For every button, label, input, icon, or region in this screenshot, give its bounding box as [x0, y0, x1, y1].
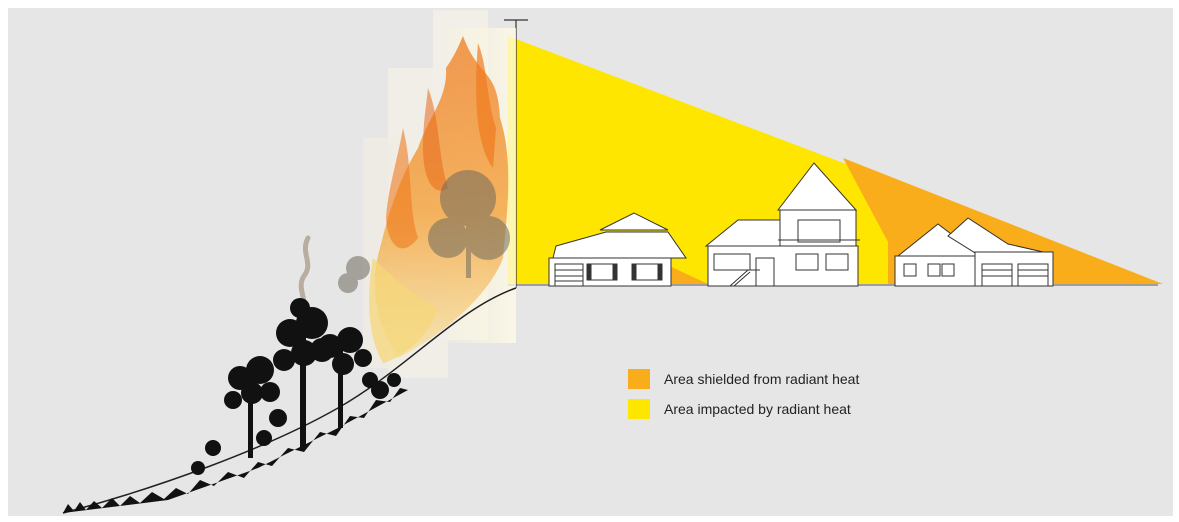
- house-two-storey: [704, 162, 860, 287]
- burning-trees: [338, 170, 510, 293]
- legend-label-shielded: Area shielded from radiant heat: [664, 371, 860, 387]
- radiant-heat-shielded-zone-small: [663, 263, 708, 284]
- diagram-canvas: Area shielded from radiant heat Area imp…: [8, 8, 1173, 516]
- house-single-storey: [548, 212, 687, 287]
- legend-item-impacted: Area impacted by radiant heat: [628, 398, 859, 420]
- radiant-heat-scene: [62, 10, 1163, 514]
- legend-swatch-impacted: [628, 399, 650, 419]
- legend: Area shielded from radiant heat Area imp…: [628, 368, 859, 428]
- smoke-wisp: [298, 235, 311, 311]
- vegetation-silhouettes: [63, 298, 408, 513]
- legend-swatch-shielded: [628, 369, 650, 389]
- house-with-garage: [894, 217, 1054, 287]
- legend-item-shielded: Area shielded from radiant heat: [628, 368, 859, 390]
- hill-slope: [62, 287, 517, 514]
- legend-label-impacted: Area impacted by radiant heat: [664, 401, 851, 417]
